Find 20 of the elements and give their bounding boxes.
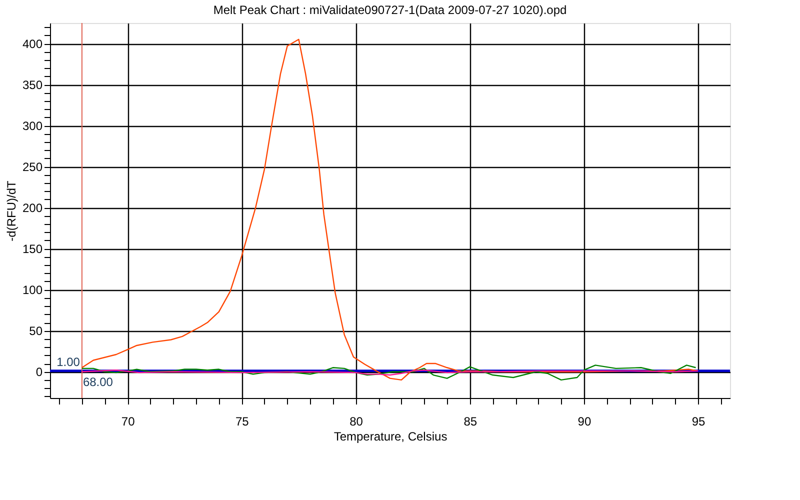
x-tick-label: 85 [464, 414, 478, 428]
x-axis-title: Temperature, Celsius [334, 430, 448, 444]
y-tick-label: 150 [22, 242, 43, 256]
x-tick-label: 80 [350, 414, 364, 428]
y-tick-label: 50 [29, 324, 43, 338]
y-tick-label: 100 [22, 283, 43, 298]
y-tick-label: 350 [22, 78, 43, 92]
x-tick-label: 90 [578, 414, 592, 428]
x-tick-label: 70 [121, 414, 136, 428]
y-tick-label: 0 [36, 365, 43, 380]
y-tick-label: 250 [22, 160, 43, 174]
ref-line-label: 68.00 [82, 374, 114, 389]
y-tick-label: 400 [22, 37, 43, 52]
y-tick-label: 300 [22, 119, 43, 134]
x-tick-label: 75 [236, 414, 250, 428]
y-tick-label: 200 [22, 201, 43, 216]
ref-line-label: 1.00 [56, 354, 80, 369]
y-axis-title: -d(RFU)/dT [4, 180, 18, 242]
x-tick-label: 95 [692, 414, 706, 428]
chart-title: Melt Peak Chart : miValidate090727-1(Data 2009-07-27 1020).opd [213, 3, 567, 18]
